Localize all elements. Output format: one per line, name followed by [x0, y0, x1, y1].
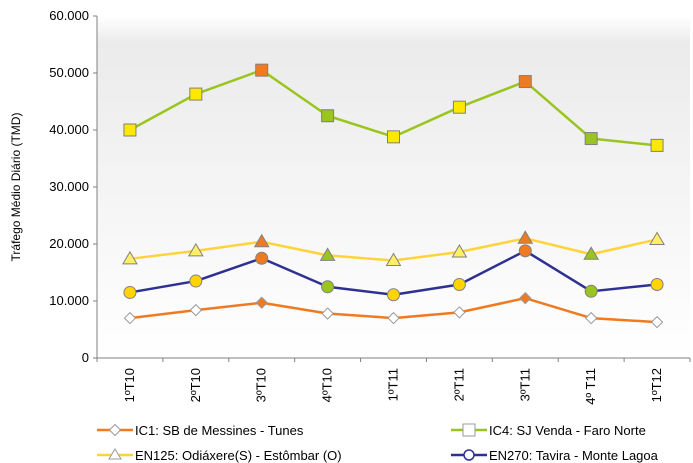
y-tick-label: 60.000	[49, 8, 89, 23]
series-3	[123, 244, 664, 302]
data-point-circle	[518, 244, 532, 258]
data-point-square	[584, 132, 598, 146]
legend-marker	[108, 423, 122, 437]
data-point-circle	[650, 277, 664, 291]
y-tick-label: 50.000	[49, 65, 89, 80]
data-point-square	[123, 123, 137, 137]
data-point-diamond	[123, 311, 137, 325]
data-point-diamond	[519, 291, 532, 305]
data-point-circle	[584, 284, 598, 298]
x-tick-label: 2ºT11	[451, 368, 466, 401]
x-tick-label: 1ºT11	[386, 368, 401, 401]
x-tick-label: 1ºT10	[122, 368, 137, 402]
series-2	[122, 230, 665, 267]
data-point-triangle	[517, 230, 534, 244]
data-point-circle	[255, 251, 269, 265]
legend-marker	[108, 448, 122, 460]
legend-item: EN125: Odiáxere(S) - Estômbar (O)	[97, 448, 342, 463]
data-point-circle	[452, 277, 466, 291]
data-point-diamond	[255, 296, 268, 309]
data-point-square	[255, 63, 269, 77]
x-tick-label: 1ºT12	[649, 368, 664, 402]
data-point-square	[189, 87, 203, 101]
legend-label: IC1: SB de Messines - Tunes	[135, 423, 304, 438]
legend-marker	[462, 423, 476, 437]
x-tick-label: 2ºT10	[188, 368, 203, 402]
x-tick-label: 3ºT10	[254, 368, 269, 402]
data-point-triangle	[451, 243, 468, 258]
legend-label: EN125: Odiáxere(S) - Estômbar (O)	[135, 448, 342, 463]
legend-item: IC1: SB de Messines - Tunes	[97, 423, 304, 438]
data-point-triangle	[649, 231, 665, 245]
data-point-square	[321, 109, 335, 123]
data-point-diamond	[189, 303, 203, 317]
legend-label: IC4: SJ Venda - Faro Norte	[489, 423, 646, 438]
data-point-diamond	[321, 307, 334, 320]
series-0	[123, 291, 664, 329]
data-point-diamond	[453, 306, 466, 319]
legend-item: IC4: SJ Venda - Faro Norte	[451, 423, 646, 438]
data-point-circle	[189, 274, 203, 288]
legend-item: EN270: Tavira - Monte Lagoa	[451, 448, 659, 463]
data-point-circle	[321, 280, 335, 294]
data-point-square	[650, 138, 664, 152]
y-tick-label: 40.000	[49, 122, 89, 137]
y-tick-label: 10.000	[49, 293, 89, 308]
data-point-diamond	[584, 311, 598, 325]
data-point-square	[387, 130, 400, 144]
plot-area	[97, 16, 690, 358]
y-tick-label: 0	[82, 350, 89, 365]
x-tick-label: 4º T11	[583, 368, 598, 405]
x-tick-label: 4ºT10	[320, 368, 335, 402]
data-point-square	[452, 100, 466, 114]
data-point-triangle	[122, 250, 138, 265]
y-tick-label: 30.000	[49, 179, 89, 194]
data-point-circle	[387, 288, 400, 302]
data-point-triangle	[583, 246, 600, 260]
data-point-triangle	[319, 247, 336, 261]
data-point-triangle	[385, 252, 402, 267]
x-tick-label: 3ºT11	[517, 368, 532, 401]
data-point-diamond	[387, 311, 400, 325]
y-axis-title: Tráfego Médio Diário (TMD)	[9, 113, 23, 262]
legend-label: EN270: Tavira - Monte Lagoa	[489, 448, 659, 463]
data-point-square	[518, 75, 532, 89]
data-point-triangle	[187, 242, 204, 257]
series-1	[123, 63, 664, 152]
data-point-circle	[123, 285, 137, 299]
data-point-diamond	[650, 315, 664, 329]
data-point-triangle	[253, 233, 270, 248]
legend-marker	[463, 449, 475, 461]
y-tick-label: 20.000	[49, 236, 89, 251]
